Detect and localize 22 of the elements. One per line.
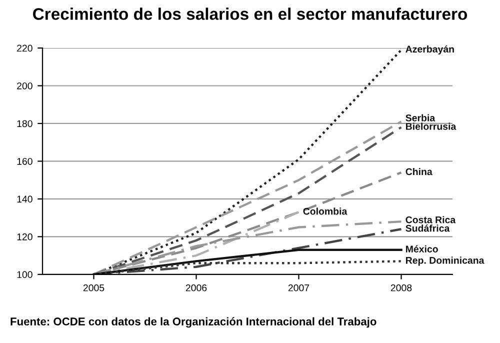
y-tick-label: 140 [17, 196, 32, 203]
x-tick-label: 2005 [83, 284, 104, 292]
series-label: Costa Rica [406, 216, 456, 224]
x-tick-label: 2008 [390, 284, 412, 292]
x-tick-label: 2007 [288, 284, 310, 292]
series-label: Rep. Dominicana [406, 256, 484, 266]
x-tick-label: 2006 [186, 284, 207, 292]
y-tick-label: 180 [17, 120, 32, 128]
series-label: Sudáfrica [406, 224, 450, 232]
chart-title: Crecimiento de los salarios en el sector manufacturero [33, 8, 468, 20]
series-label: Bielorrusia [406, 122, 456, 130]
source-note: Fuente: OCDE con datos de la Organización Internacional del Trabajo [10, 317, 376, 328]
series-label: Serbia [406, 114, 436, 122]
series-label: Colombia [303, 208, 348, 215]
y-tick-label: 200 [17, 82, 32, 90]
y-tick-label: 160 [17, 158, 32, 165]
series-label: China [406, 168, 432, 176]
y-tick-label: 220 [17, 44, 32, 52]
y-tick-label: 120 [17, 233, 32, 240]
series-label: Azerbayán [406, 45, 454, 54]
y-tick-label: 100 [17, 271, 32, 278]
series-label: México [406, 245, 438, 252]
